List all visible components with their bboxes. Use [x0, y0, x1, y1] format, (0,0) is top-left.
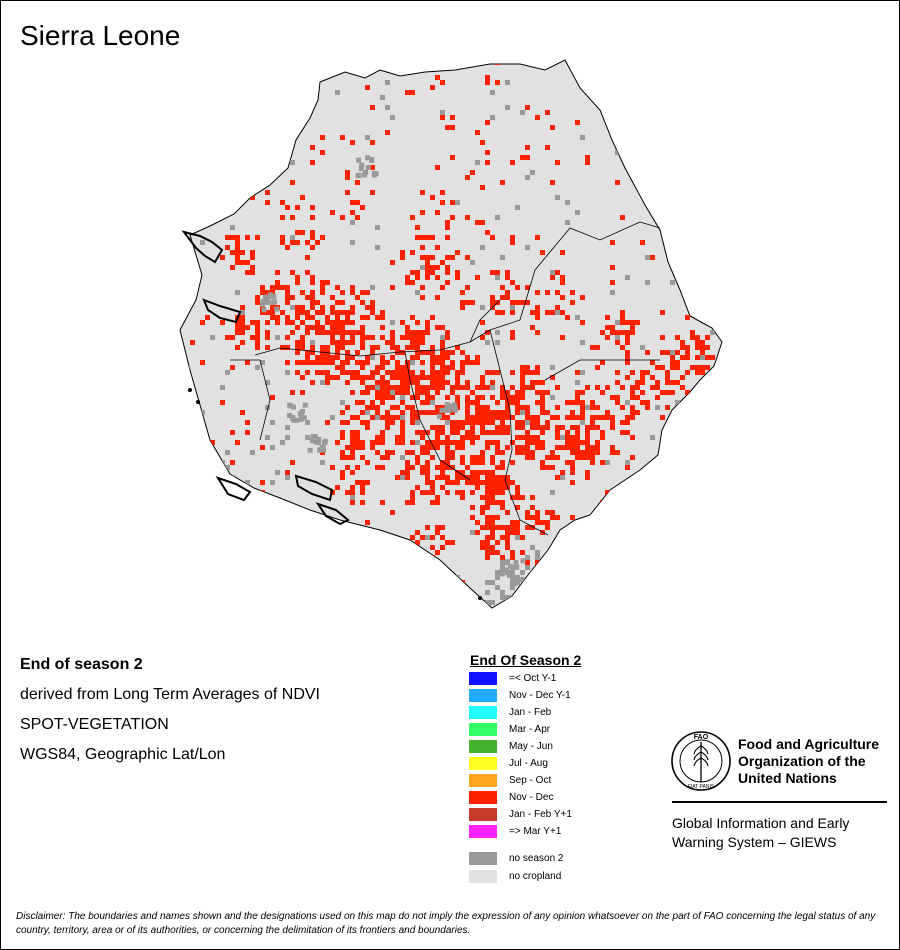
legend-swatch	[469, 852, 497, 865]
legend-label: => Mar Y+1	[509, 826, 562, 837]
map-title: Sierra Leone	[20, 20, 181, 51]
district-boundary	[544, 359, 660, 381]
legend-label: Nov - Dec	[509, 792, 554, 803]
map-method: derived from Long Term Averages of NDVI	[20, 686, 320, 703]
legend-title: End Of Season 2	[470, 652, 582, 668]
estuary	[315, 502, 350, 526]
islet	[196, 400, 200, 404]
legend-swatch	[469, 706, 497, 719]
estuary	[181, 230, 224, 264]
legend-label: May - Jun	[509, 741, 553, 752]
legend-label: Jan - Feb	[509, 707, 552, 718]
legend-label: Jan - Feb Y+1	[509, 809, 572, 820]
fao-logo-icon: FAO FIAT PANIS	[671, 731, 731, 791]
logo-letters: FAO	[694, 734, 709, 741]
legend-swatch	[469, 808, 497, 821]
district-boundary	[469, 299, 501, 343]
legend-swatch	[469, 757, 497, 770]
legend-swatch	[469, 825, 497, 838]
coastal-waters	[181, 230, 482, 600]
district-boundary	[519, 221, 661, 321]
estuary	[215, 476, 252, 502]
legend-label: no season 2	[509, 853, 564, 864]
legend-swatch	[469, 689, 497, 702]
district-boundary	[254, 319, 521, 357]
legend-swatch	[469, 723, 497, 736]
legend-label: Nov - Dec Y-1	[509, 690, 571, 701]
logo-motto: FIAT PANIS	[688, 784, 715, 790]
country-outline	[179, 59, 723, 609]
org-divider	[672, 801, 887, 803]
district-boundary	[489, 329, 549, 536]
map-subject: End of season 2	[20, 656, 143, 673]
legend-swatch	[469, 672, 497, 685]
map-projection: WGS84, Geographic Lat/Lon	[20, 746, 226, 763]
disclaimer-text: Disclaimer: The boundaries and names sho…	[16, 911, 876, 936]
islet	[478, 596, 482, 600]
cropland-layer	[180, 60, 722, 608]
legend-label: =< Oct Y-1	[509, 673, 557, 684]
country-map	[179, 59, 723, 609]
legend-label: Jul - Aug	[509, 758, 548, 769]
map-sensor: SPOT-VEGETATION	[20, 716, 169, 733]
islet	[188, 388, 192, 392]
district-boundaries	[230, 221, 661, 536]
district-boundary	[404, 351, 471, 481]
org-name: Food and Agriculture Organization of the…	[738, 736, 880, 786]
estuary	[294, 474, 334, 502]
legend-swatch	[469, 791, 497, 804]
legend-label: Mar - Apr	[509, 724, 551, 735]
legend-swatch	[469, 740, 497, 753]
legend-label: no cropland	[509, 871, 562, 882]
legend-swatch	[469, 774, 497, 787]
program-name: Global Information and Early Warning Sys…	[672, 815, 850, 850]
legend-label: Sep - Oct	[509, 775, 552, 786]
estuary	[202, 298, 242, 324]
legend-swatch	[469, 870, 497, 883]
district-boundary	[230, 359, 271, 441]
